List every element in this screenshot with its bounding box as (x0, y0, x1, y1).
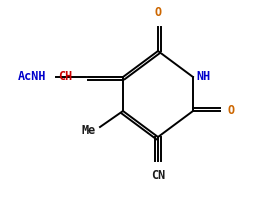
Text: CN: CN (151, 169, 165, 182)
Text: CH: CH (58, 69, 72, 83)
Text: NH: NH (196, 70, 210, 84)
Text: O: O (154, 6, 162, 19)
Text: AcNH: AcNH (18, 70, 47, 84)
Text: O: O (228, 104, 235, 117)
Text: Me: Me (82, 125, 96, 138)
